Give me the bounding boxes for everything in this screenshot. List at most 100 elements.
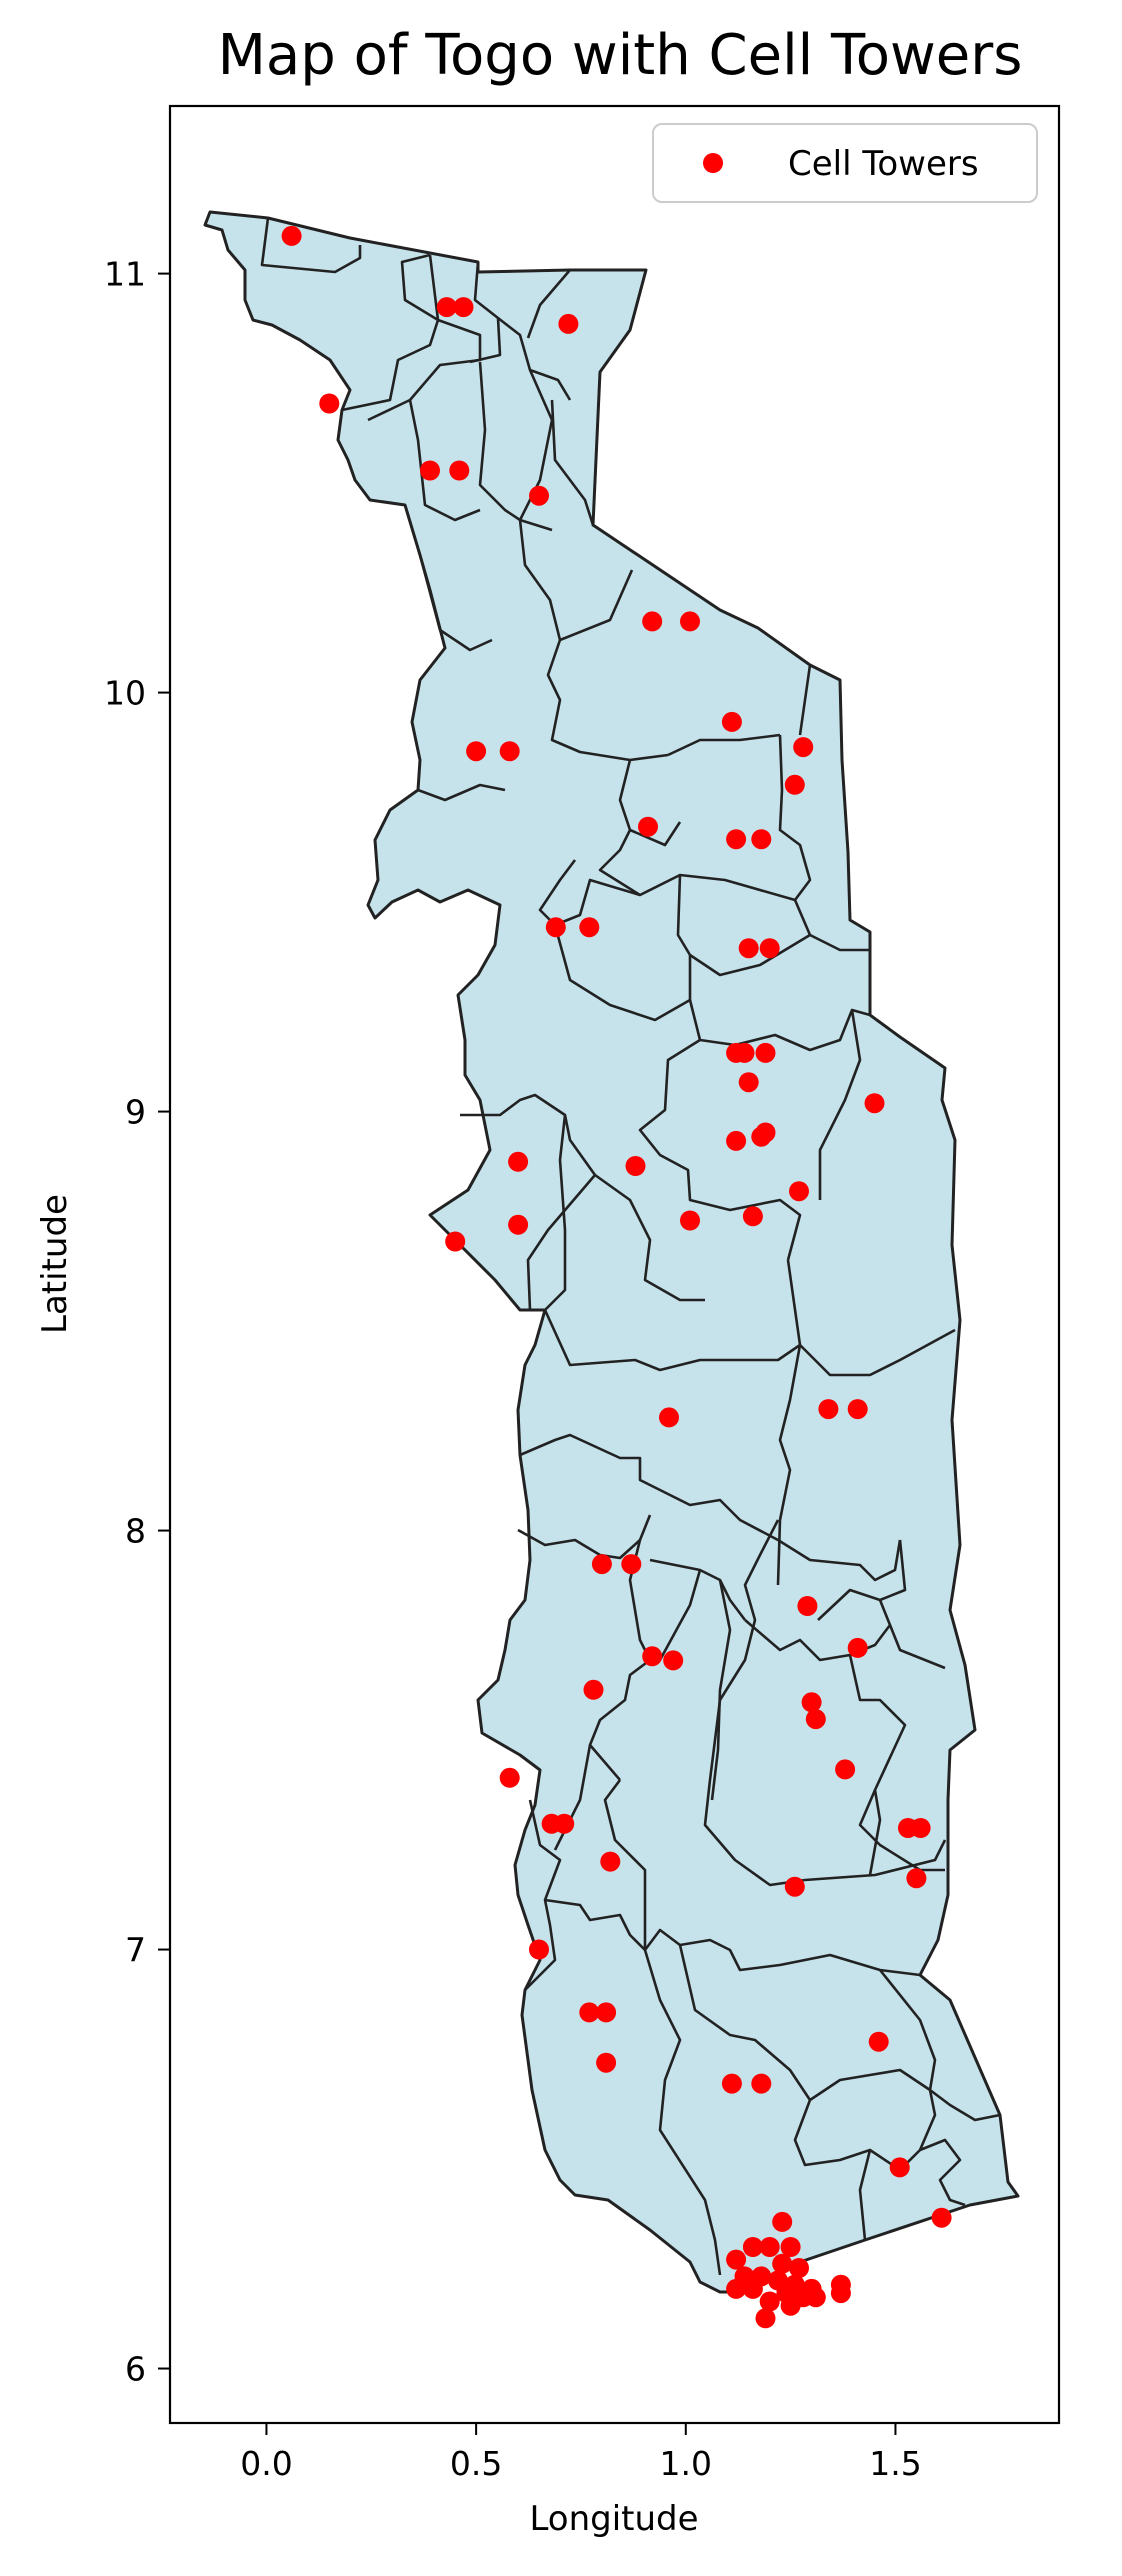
cell-tower-point — [906, 1868, 927, 1889]
cell-tower-point — [755, 2308, 776, 2329]
cell-tower-point — [755, 1122, 776, 1143]
cell-tower-point — [663, 1650, 684, 1671]
cell-tower-point — [554, 1813, 575, 1834]
cell-tower-point — [789, 1181, 809, 1202]
cell-tower-point — [805, 1709, 826, 1730]
cell-tower-point — [680, 611, 700, 632]
y-tick-label: 7 — [125, 1931, 146, 1970]
cell-tower-point — [591, 1554, 612, 1575]
cell-tower-point — [789, 2258, 809, 2278]
legend: Cell Towers — [652, 123, 1038, 203]
cell-tower-point — [499, 741, 520, 762]
cell-tower-point — [726, 1130, 747, 1151]
cell-tower-point — [864, 1093, 885, 1114]
cell-tower-point — [499, 1767, 520, 1788]
cell-tower-point — [453, 297, 474, 318]
cell-tower-point — [642, 611, 663, 632]
cell-tower-point — [793, 737, 814, 758]
cell-tower-point — [726, 2278, 747, 2299]
cell-tower-point — [529, 1939, 549, 1960]
cell-tower-point — [759, 938, 780, 959]
cell-tower-point — [721, 711, 742, 732]
cell-tower-point — [545, 917, 566, 938]
cell-tower-point — [805, 2287, 826, 2308]
cell-tower-point — [847, 1637, 868, 1658]
cell-tower-point — [742, 1206, 763, 1227]
plot-area-frame — [168, 104, 1061, 2425]
cell-tower-point — [759, 2237, 780, 2257]
cell-tower-point — [742, 2237, 763, 2257]
cell-tower-point — [466, 741, 487, 762]
cell-tower-point — [529, 485, 549, 506]
togo-region-map — [203, 210, 1020, 2294]
cell-tower-point — [751, 2073, 772, 2094]
x-tick-label: 0.0 — [240, 2444, 292, 2483]
cell-tower-point — [772, 2253, 793, 2274]
cell-tower-point — [721, 2073, 742, 2094]
y-axis-label: Latitude — [35, 1194, 75, 1334]
cell-tower-point — [755, 1042, 776, 1063]
y-tick-label: 8 — [125, 1512, 146, 1551]
cell-tower-point — [830, 2283, 851, 2304]
x-tick-label: 1.5 — [869, 2444, 921, 2483]
cell-tower-point — [847, 1399, 868, 1420]
cell-tower-point — [638, 816, 658, 837]
cell-tower-point — [281, 225, 302, 246]
cell-tower-points — [281, 225, 952, 2329]
cell-tower-point — [780, 2295, 801, 2316]
cell-tower-point — [751, 829, 772, 850]
cell-tower-point — [319, 393, 340, 414]
y-tick-label: 6 — [125, 2350, 146, 2389]
chart-title: Map of Togo with Cell Towers — [218, 23, 1023, 88]
cell-tower-point — [759, 2291, 780, 2312]
x-axis: 0.0 0.5 1.0 1.5 — [240, 2423, 922, 2483]
cell-tower-point — [596, 2002, 617, 2023]
cell-tower-point — [726, 2249, 747, 2270]
cell-tower-point — [818, 1399, 839, 1420]
cell-tower-point — [659, 1407, 679, 1428]
cell-tower-point — [910, 1818, 931, 1838]
cell-tower-point — [558, 313, 579, 334]
cell-tower-point — [579, 2002, 600, 2023]
cell-tower-point — [742, 2278, 763, 2299]
cell-tower-point — [680, 1210, 700, 1231]
cell-tower-point — [835, 1759, 856, 1780]
cell-tower-point — [449, 460, 470, 481]
cell-tower-point — [583, 1679, 604, 1700]
cell-tower-point — [445, 1231, 466, 1252]
cell-tower-point — [579, 917, 600, 938]
cell-tower-point — [738, 1072, 759, 1093]
x-tick-label: 0.5 — [450, 2444, 502, 2483]
cell-tower-point — [784, 1876, 805, 1897]
cell-tower-point — [596, 2052, 617, 2073]
legend-box — [652, 123, 1038, 203]
cell-tower-point — [625, 1156, 646, 1176]
togo-country-outline — [203, 210, 1020, 2294]
cell-tower-point — [508, 1151, 529, 1172]
legend-label: Cell Towers — [788, 144, 979, 184]
cell-tower-point — [772, 2211, 793, 2232]
cell-tower-point — [868, 2031, 889, 2052]
y-tick-label: 10 — [104, 674, 146, 713]
cell-tower-point — [420, 460, 440, 481]
cell-tower-point — [931, 2207, 952, 2228]
cell-tower-point — [726, 829, 747, 850]
cell-tower-point — [801, 1692, 822, 1713]
cell-tower-point — [738, 938, 759, 959]
cell-tower-point — [436, 297, 457, 318]
y-tick-label: 9 — [125, 1093, 146, 1132]
district-boundaries — [260, 217, 1001, 2276]
cell-tower-point — [508, 1214, 529, 1235]
cell-tower-point — [642, 1646, 663, 1667]
y-axis: 6 7 8 9 10 11 — [104, 255, 170, 2389]
x-axis-label: Longitude — [529, 2499, 698, 2539]
cell-tower-point — [734, 1042, 755, 1063]
y-tick-label: 11 — [104, 255, 146, 294]
cell-tower-point — [621, 1554, 642, 1575]
cell-tower-point — [780, 2237, 801, 2257]
x-tick-label: 1.0 — [660, 2444, 712, 2483]
legend-marker — [703, 153, 723, 173]
cell-tower-point — [797, 1596, 818, 1616]
cell-tower-point — [784, 774, 805, 795]
